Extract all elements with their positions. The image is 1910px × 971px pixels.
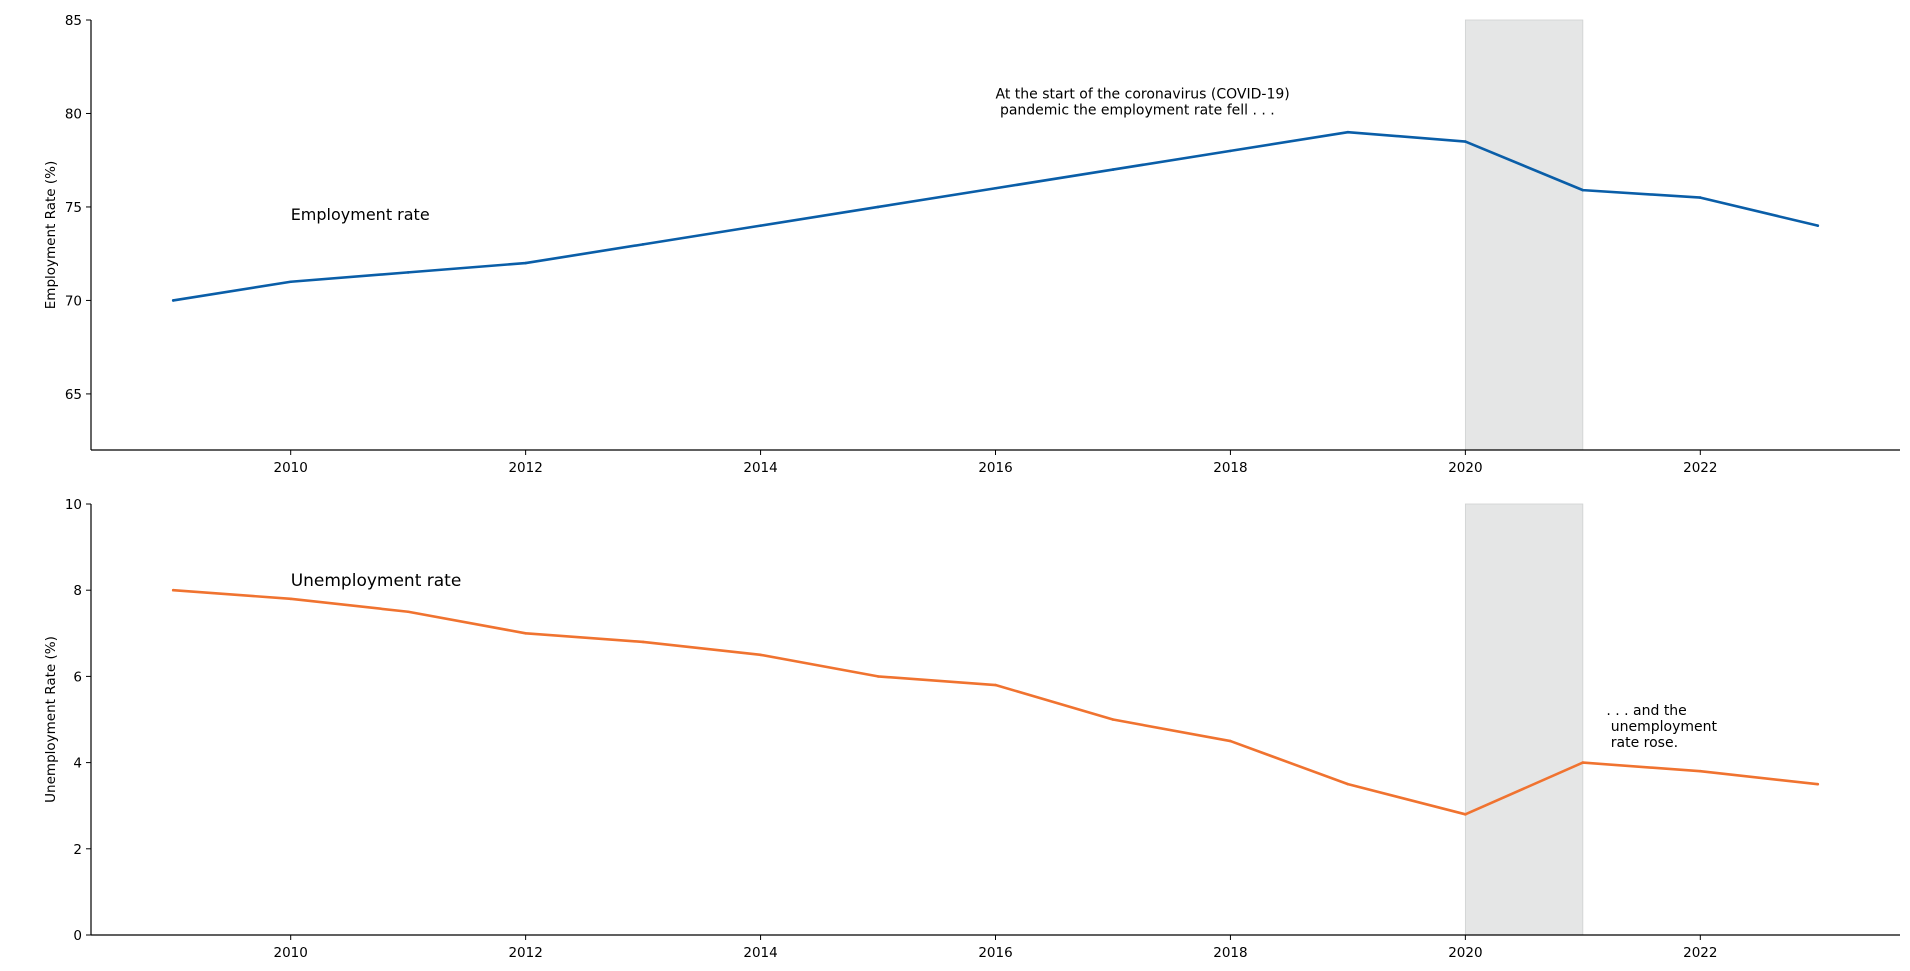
employment-y-tick-label: 75 (65, 200, 82, 216)
unemployment-data-point (289, 597, 292, 601)
employment-x-tick-label: 2014 (743, 460, 777, 476)
unemployment-annotation-line: . . . and the (1606, 703, 1686, 719)
unemployment-y-tick-label: 4 (73, 756, 82, 772)
employment-data-point (1111, 168, 1115, 171)
employment-y-tick-label: 80 (65, 106, 82, 122)
unemployment-data-point (1464, 813, 1467, 816)
unemployment-data-point (641, 640, 645, 644)
employment-annotation-line: At the start of the coronavirus (COVID-1… (996, 87, 1290, 103)
unemployment-annotation-line: rate rose. (1606, 735, 1678, 751)
unemployment-data-point (406, 610, 410, 614)
unemployment-y-tick-label: 0 (73, 928, 82, 944)
unemployment-x-tick-label: 2014 (743, 945, 777, 961)
employment-x-tick-label: 2016 (978, 460, 1012, 476)
unemployment-x-tick-label: 2018 (1213, 945, 1247, 961)
unemployment-data-point (994, 683, 997, 687)
unemployment-annotation-line: unemployment (1606, 719, 1717, 735)
employment-data-point (876, 205, 880, 209)
unemployment-data-point (1111, 718, 1115, 721)
employment-data-point (289, 280, 292, 284)
unemployment-data-point (1229, 739, 1232, 743)
employment-data-point (406, 271, 410, 274)
unemployment-x-tick-label: 2016 (978, 945, 1012, 961)
employment-x-tick-label: 2020 (1448, 460, 1482, 476)
employment-data-point (1346, 130, 1350, 134)
employment-y-tick-label: 85 (65, 13, 82, 29)
unemployment-panel: 0 2 4 6 8 10 2010 2012 2014 2016 2018 2020 2022 Unemp… (43, 497, 1900, 961)
employment-data-point (994, 186, 997, 190)
unemployment-y-tick-label: 6 (73, 669, 82, 685)
unemployment-x-tick-label: 2020 (1448, 945, 1482, 961)
unemployment-x-tick-label: 2010 (274, 945, 308, 961)
unemployment-data-point (1699, 769, 1702, 773)
employment-series-label: Employment rate (291, 205, 430, 224)
unemployment-shaded-period (1464, 503, 1584, 936)
unemployment-data-point (876, 675, 880, 678)
unemployment-data-point (759, 653, 762, 657)
unemployment-annotation: . . . and the unemployment rate rose. (1606, 703, 1717, 751)
employment-data-point (1699, 196, 1702, 199)
unemployment-x-tick-label: 2012 (508, 945, 542, 961)
unemployment-series-label: Unemployment rate (291, 571, 462, 591)
employment-annotation: At the start of the coronavirus (COVID-1… (996, 87, 1290, 119)
employment-x-tick-label: 2012 (508, 460, 542, 476)
unemployment-x-tick-label: 2022 (1683, 945, 1717, 961)
employment-x-tick-label: 2022 (1683, 460, 1717, 476)
employment-y-tick-label: 70 (65, 293, 82, 309)
unemployment-y-axis-title: Unemployment Rate (%) (43, 636, 59, 803)
employment-y-tick-label: 65 (65, 387, 82, 403)
unemployment-data-point (171, 588, 175, 592)
employment-x-tick-label: 2018 (1213, 460, 1247, 476)
employment-data-point (1229, 149, 1232, 153)
employment-data-point (1464, 140, 1467, 143)
employment-data-point (1816, 224, 1820, 227)
unemployment-data-point (1816, 782, 1820, 786)
unemployment-data-point (1346, 782, 1350, 786)
employment-shaded-period (1464, 19, 1584, 451)
employment-data-point (759, 224, 762, 227)
employment-data-point (524, 261, 527, 265)
unemployment-data-point (1581, 761, 1585, 764)
employment-data-point (171, 299, 175, 302)
unemployment-y-tick-label: 10 (65, 497, 82, 513)
employment-data-point (641, 243, 645, 246)
unemployment-data-point (524, 632, 527, 635)
unemployment-y-tick-label: 2 (73, 842, 82, 858)
employment-annotation-line: pandemic the employment rate fell . . . (996, 103, 1275, 119)
employment-x-tick-label: 2010 (274, 460, 308, 476)
employment-y-axis-title: Employment Rate (%) (43, 161, 59, 309)
unemployment-y-tick-label: 8 (73, 583, 82, 599)
employment-panel: 65 70 75 80 85 2010 2012 2014 2016 2018 2020 2022 Em… (43, 13, 1900, 476)
employment-data-point (1581, 188, 1585, 192)
